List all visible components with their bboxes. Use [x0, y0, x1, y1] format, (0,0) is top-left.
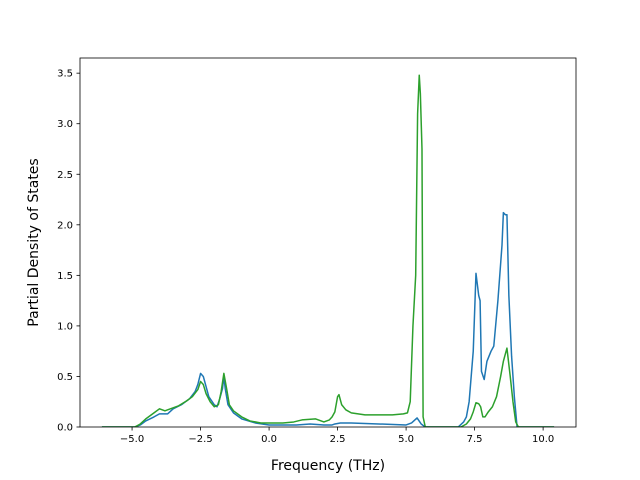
- x-tick-label: 7.5: [467, 434, 483, 445]
- y-tick-label: 0.5: [57, 372, 73, 383]
- x-tick-label: 0.0: [261, 434, 277, 445]
- y-tick-label: 2.5: [57, 170, 73, 181]
- series-line-1: [101, 211, 555, 427]
- y-tick-label: 1.5: [57, 271, 73, 282]
- y-tick-label: 1.0: [57, 321, 73, 332]
- y-axis-title: Partial Density of States: [26, 158, 42, 326]
- x-tick-label: 10.0: [532, 434, 554, 445]
- x-tick-label: 2.5: [330, 434, 346, 445]
- y-tick-label: 3.0: [57, 119, 73, 130]
- y-tick-label: 2.0: [57, 220, 73, 231]
- y-tick-label: 0.0: [57, 423, 73, 434]
- series-layer: [101, 74, 555, 427]
- x-tick-label: −5.0: [120, 434, 144, 445]
- y-axis-ticks: 0.0 0.5 1.0 1.5 2.0 2.5 3.0 3.5: [57, 69, 80, 434]
- y-tick-label: 3.5: [57, 69, 73, 80]
- plot-frame: [79, 57, 577, 428]
- x-axis-title: Frequency (THz): [271, 458, 385, 474]
- x-tick-label: 5.0: [398, 434, 414, 445]
- x-axis-ticks: −5.0 −2.5 0.0 2.5 5.0 7.5 10.0: [120, 427, 554, 445]
- series-line-2: [101, 74, 555, 427]
- x-tick-label: −2.5: [188, 434, 212, 445]
